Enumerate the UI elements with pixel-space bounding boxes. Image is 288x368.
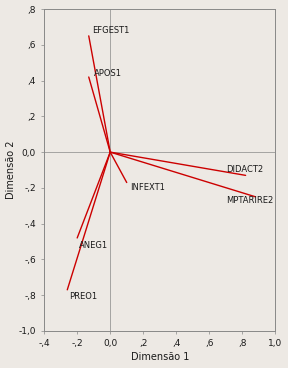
Text: EFGEST1: EFGEST1 <box>92 26 129 35</box>
Text: DIDACT2: DIDACT2 <box>226 166 263 174</box>
Text: MPTARIRE2: MPTARIRE2 <box>226 196 273 205</box>
Text: INFEXT1: INFEXT1 <box>130 183 165 192</box>
Text: APOS1: APOS1 <box>94 69 122 78</box>
Text: ANEG1: ANEG1 <box>79 241 108 250</box>
Text: PREO1: PREO1 <box>69 293 97 301</box>
Y-axis label: Dimensão 2: Dimensão 2 <box>5 141 16 199</box>
X-axis label: Dimensão 1: Dimensão 1 <box>130 353 189 362</box>
